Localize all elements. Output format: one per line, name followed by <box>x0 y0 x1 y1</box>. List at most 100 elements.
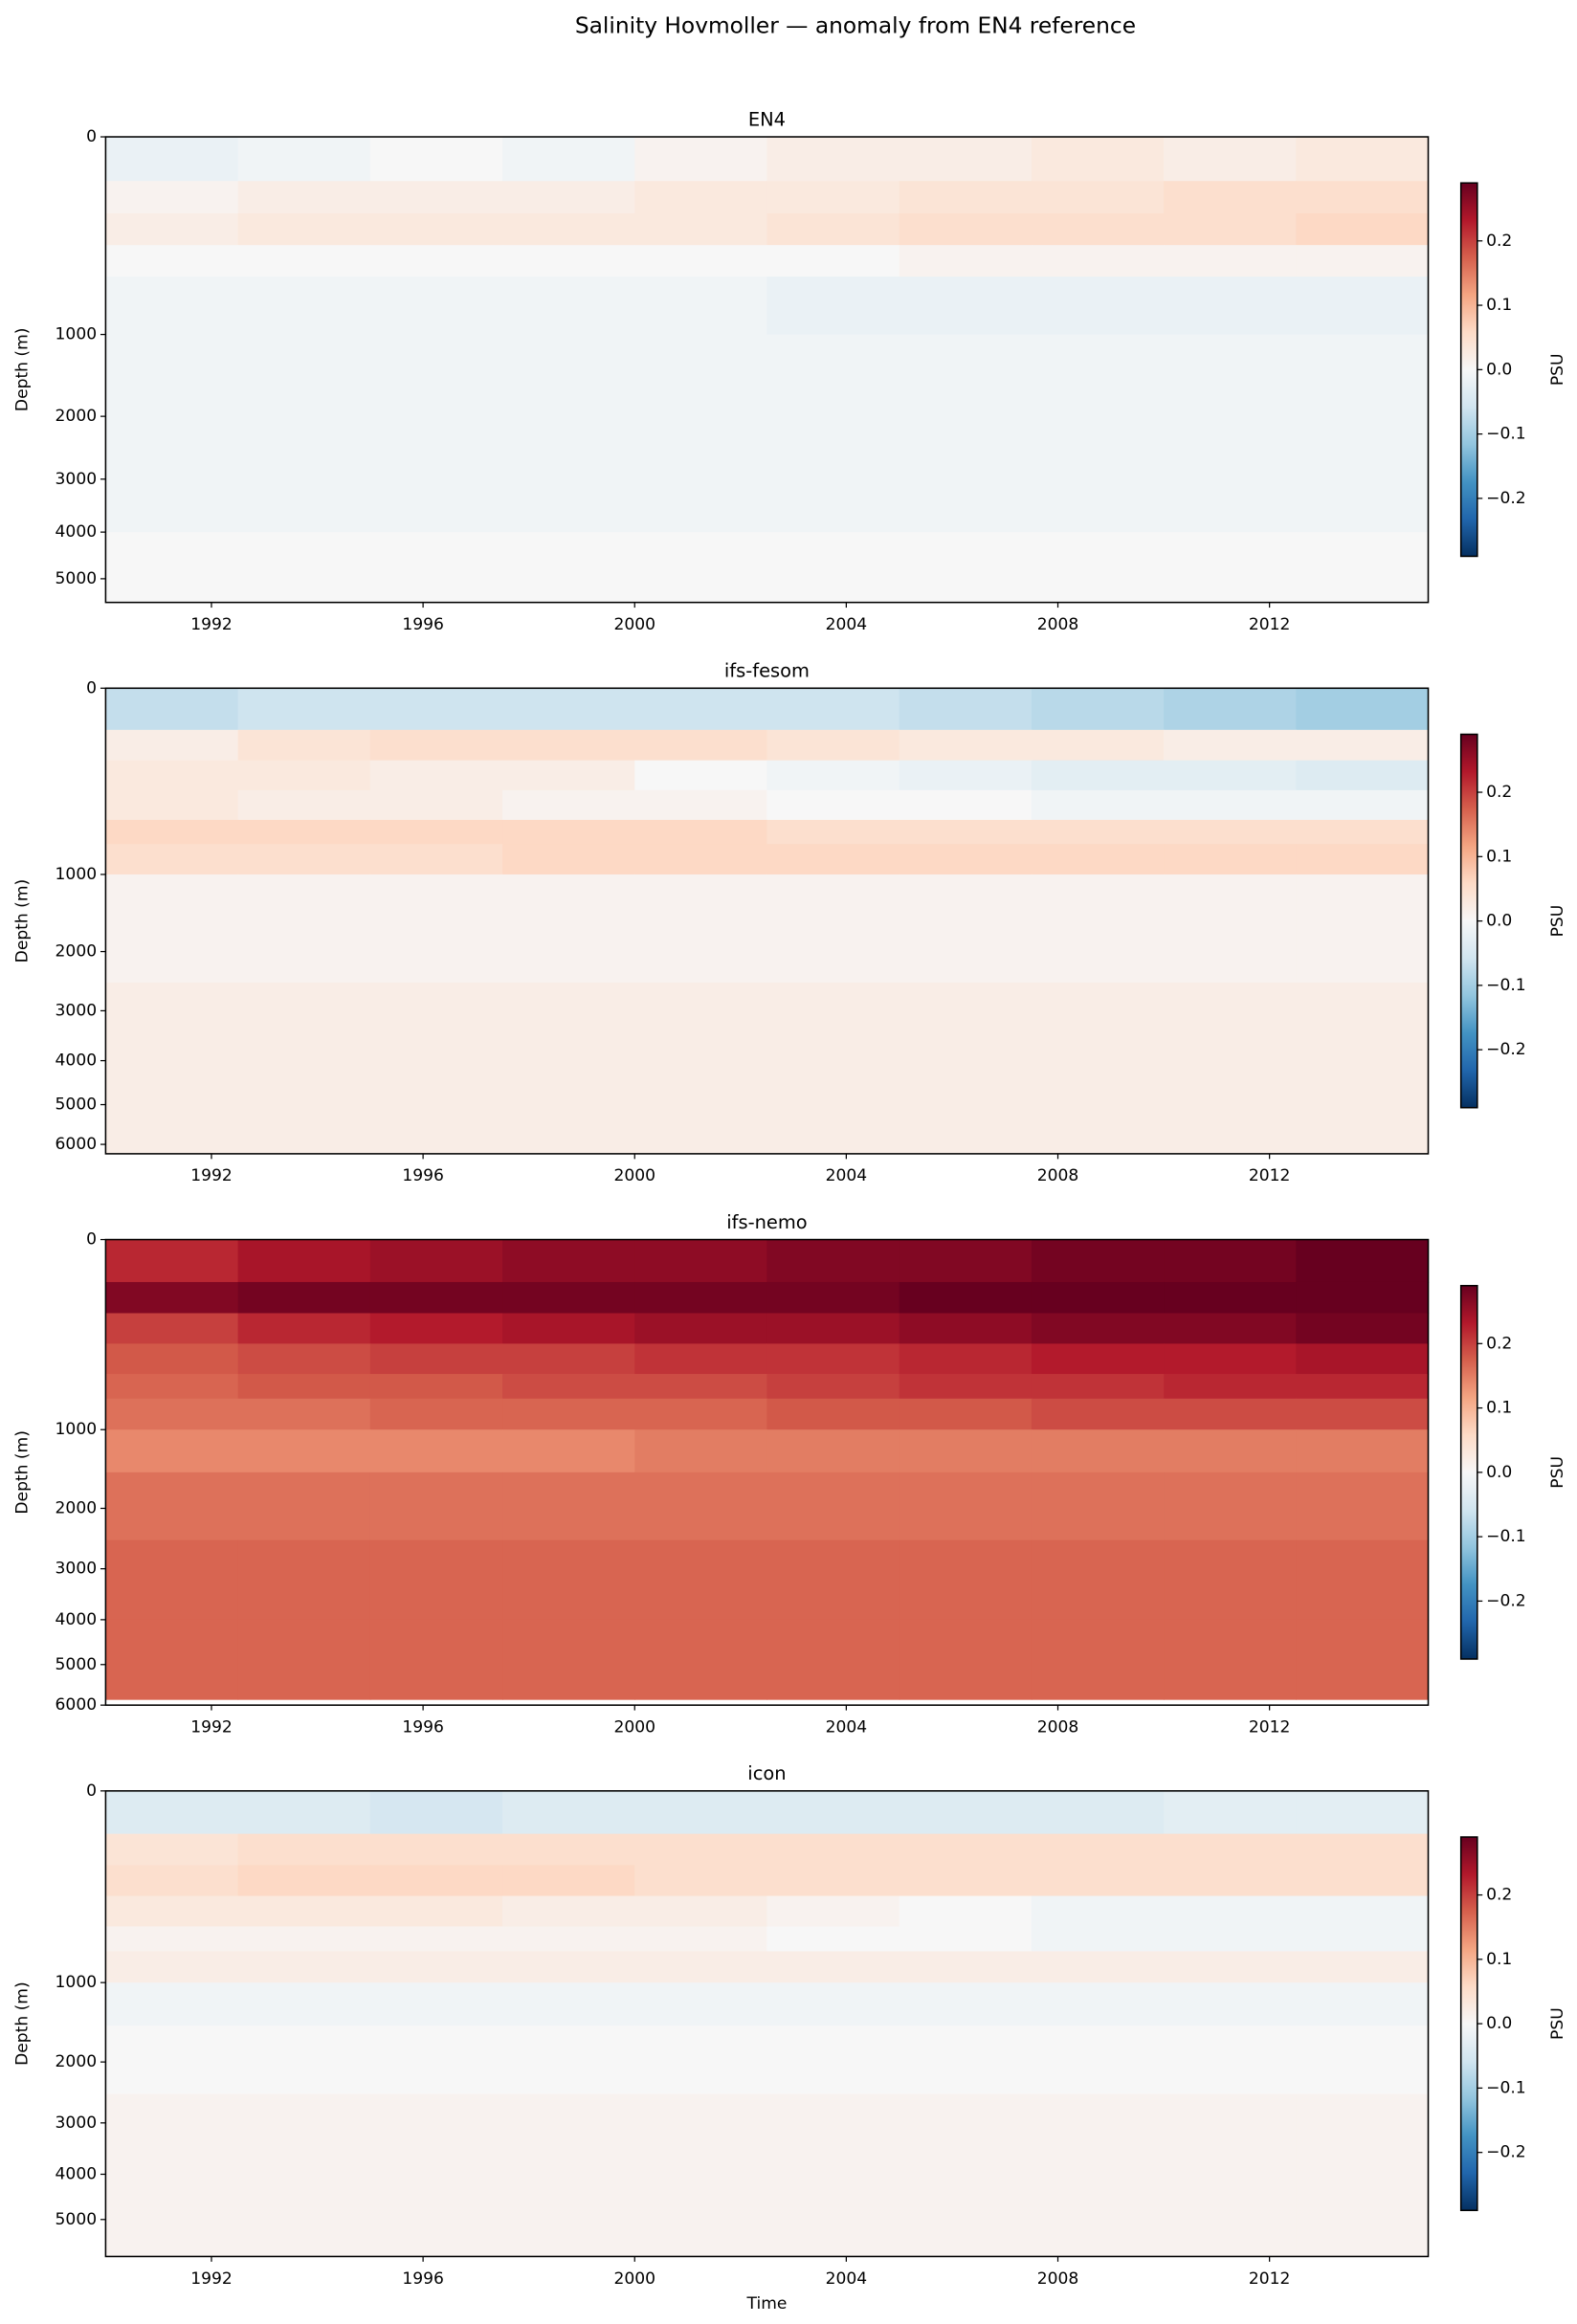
colorbar-tick-label: −0.1 <box>1486 2078 1526 2097</box>
y-axis-label: Depth (m) <box>12 879 32 963</box>
x-axis-label: Time <box>746 2294 788 2313</box>
heatmap-cell <box>634 1313 768 1344</box>
heatmap-cell <box>634 1539 768 1621</box>
x-tick-label: 1996 <box>402 1166 444 1185</box>
heatmap-cell <box>634 1239 768 1283</box>
heatmap-cell <box>1031 1313 1165 1344</box>
heatmap-cell <box>899 245 1033 277</box>
heatmap-cell <box>237 1313 371 1344</box>
heatmap-cell <box>899 1472 1033 1541</box>
heatmap-cell <box>766 1374 900 1400</box>
colorbar-tick-label: −0.1 <box>1486 1527 1526 1546</box>
heatmap-cell <box>369 1472 503 1541</box>
heatmap-cell <box>634 760 768 791</box>
y-tick-label: 1000 <box>56 865 98 884</box>
panel-title: EN4 <box>748 108 786 130</box>
heatmap-cell <box>1164 1374 1297 1400</box>
heatmap-cell <box>766 1060 900 1155</box>
heatmap-cell <box>502 1060 635 1155</box>
heatmap-cell <box>1296 301 1430 336</box>
heatmap-cell <box>105 379 239 451</box>
heatmap-cell <box>766 844 900 875</box>
heatmap-cell <box>237 1895 371 1928</box>
heatmap-cell <box>105 819 239 845</box>
x-tick-label: 2012 <box>1249 1166 1291 1185</box>
heatmap-cell <box>1031 2093 1165 2176</box>
heatmap-cell <box>237 1281 371 1315</box>
heatmap-cell <box>237 844 371 875</box>
heatmap-cell <box>1164 213 1297 246</box>
heatmap-cell <box>105 789 239 821</box>
heatmap-cell <box>1031 916 1165 984</box>
heatmap-cell <box>766 2174 900 2258</box>
heatmap-cell <box>1031 449 1165 533</box>
x-tick-label: 1992 <box>190 1717 233 1737</box>
heatmap-cell <box>502 245 635 277</box>
colorbar-tick-label: −0.2 <box>1486 1591 1526 1610</box>
heatmap-cell <box>1296 688 1430 731</box>
heatmap-cell <box>369 688 503 731</box>
heatmap-cell <box>1164 844 1297 875</box>
heatmap-cell <box>105 916 239 984</box>
heatmap-cell <box>237 532 371 604</box>
heatmap-cell <box>634 1982 768 2026</box>
heatmap-cell <box>105 277 239 303</box>
heatmap-cell <box>105 301 239 336</box>
heatmap-cell <box>105 688 239 731</box>
heatmap-cell <box>1031 213 1165 246</box>
heatmap-cell <box>766 688 900 731</box>
heatmap-cell <box>502 1951 635 1983</box>
heatmap-cell <box>899 334 1033 380</box>
heatmap-cell <box>369 137 503 182</box>
heatmap-cell <box>634 334 768 380</box>
heatmap-cell <box>105 1429 239 1473</box>
heatmap-cell <box>237 181 371 214</box>
heatmap-cell <box>634 2025 768 2095</box>
heatmap-cell <box>1296 1926 1430 1953</box>
y-tick-label: 6000 <box>56 1695 98 1715</box>
heatmap-cell <box>634 1343 768 1375</box>
heatmap-cell <box>1031 1429 1165 1473</box>
heatmap-cell <box>369 844 503 875</box>
heatmap-cell <box>502 844 635 875</box>
y-tick-label: 1000 <box>56 325 98 344</box>
heatmap-cell <box>1164 688 1297 731</box>
heatmap-cell <box>1296 532 1430 604</box>
y-tick-label: 3000 <box>56 1560 98 1579</box>
heatmap-cell <box>1296 1951 1430 1983</box>
y-tick-label: 4000 <box>56 522 98 542</box>
x-tick-label: 2004 <box>826 2269 868 2289</box>
heatmap-cell <box>634 2093 768 2176</box>
heatmap-cell <box>766 729 900 762</box>
heatmap-cell <box>1031 1281 1165 1315</box>
colorbar-tick-label: 0.0 <box>1486 2014 1512 2033</box>
heatmap-cell <box>1296 916 1430 984</box>
heatmap-cell <box>1164 1619 1297 1700</box>
heatmap-cell <box>1296 1895 1430 1928</box>
heatmap-cell <box>1164 334 1297 380</box>
heatmap-cell <box>369 729 503 762</box>
heatmap-cell <box>237 1239 371 1283</box>
heatmap-cell <box>766 245 900 277</box>
heatmap-cell <box>105 844 239 875</box>
heatmap-cell <box>1031 789 1165 821</box>
heatmap-cell <box>105 1472 239 1541</box>
heatmap-cell <box>502 688 635 731</box>
heatmap-cell <box>105 1374 239 1400</box>
heatmap-cell <box>1296 844 1430 875</box>
heatmap-cell <box>105 1060 239 1155</box>
heatmap-cell <box>634 181 768 214</box>
heatmap-cell <box>1164 1472 1297 1541</box>
heatmap-cell <box>1296 181 1430 214</box>
heatmap-cell <box>634 844 768 875</box>
heatmap-cell <box>634 1429 768 1473</box>
colorbar-tick-label: 0.0 <box>1486 1463 1512 1482</box>
heatmap-cell <box>634 1060 768 1155</box>
heatmap-cell <box>369 1313 503 1344</box>
heatmap-cell <box>1031 1790 1165 1835</box>
heatmap-cell <box>369 1398 503 1430</box>
heatmap-cell <box>766 1865 900 1897</box>
heatmap-cell <box>105 1865 239 1897</box>
heatmap-cell <box>369 1539 503 1621</box>
heatmap-cell <box>237 874 371 918</box>
